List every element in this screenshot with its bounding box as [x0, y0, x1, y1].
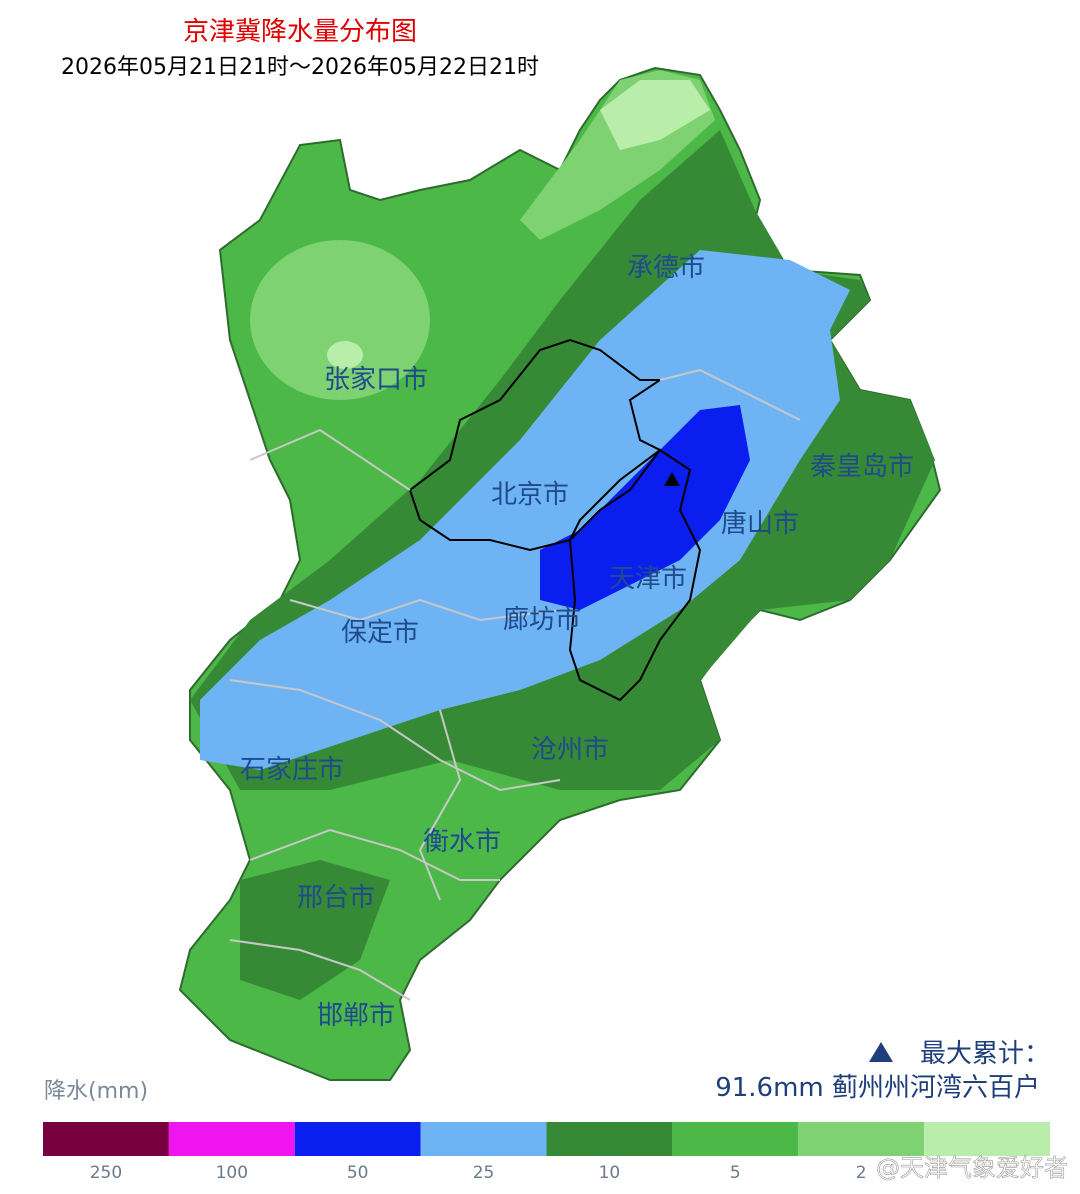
legend-label: 100	[216, 1163, 248, 1183]
legend-label: 2	[856, 1163, 867, 1183]
city-label: 天津市	[609, 564, 687, 594]
legend-title: 降水(mm)	[44, 1079, 148, 1104]
city-label: 衡水市	[423, 827, 501, 857]
light-zone	[250, 240, 430, 400]
boundary-beijing	[409, 338, 664, 552]
legend-label: 50	[347, 1163, 369, 1183]
legend-swatch	[420, 1122, 547, 1156]
city-label: 秦皇岛市	[810, 452, 914, 482]
city-label: 唐山市	[721, 509, 799, 539]
city-label: 邢台市	[297, 883, 375, 913]
legend-label: 250	[90, 1163, 122, 1183]
subtitle: 2026年05月21日21时～2026年05月22日21时	[61, 55, 539, 80]
city-label: 邯郸市	[317, 1001, 395, 1031]
city-label: 承德市	[627, 253, 705, 283]
zone-25mm	[200, 250, 850, 770]
city-label: 北京市	[491, 480, 569, 510]
legend-swatch	[294, 1122, 421, 1156]
city-labels: 承德市 张家口市 北京市 秦皇岛市 唐山市 天津市 廊坊市 保定市 沧州市 石家…	[240, 253, 914, 1031]
legend-label: 10	[599, 1163, 621, 1183]
lightest-zone	[600, 80, 710, 150]
watermark: @天津气象爱好者	[876, 1154, 1068, 1182]
legend: 250 100 50 25 10 5 2	[43, 1122, 1050, 1183]
legend-swatch	[672, 1122, 799, 1156]
city-label: 石家庄市	[240, 755, 344, 785]
legend-swatch	[43, 1122, 169, 1156]
title: 京津冀降水量分布图	[183, 17, 417, 47]
legend-swatch	[924, 1122, 1050, 1156]
legend-label: 5	[730, 1163, 741, 1183]
county-boundaries	[229, 368, 801, 1001]
lightest-zone	[327, 341, 363, 369]
annotation-marker	[869, 1042, 893, 1062]
legend-swatch	[168, 1122, 295, 1156]
city-label: 保定市	[341, 618, 419, 648]
annotation-title: 最大累计：	[920, 1039, 1050, 1069]
dark-zone	[240, 860, 390, 1000]
legend-label: 25	[473, 1163, 495, 1183]
city-label: 沧州市	[531, 735, 609, 765]
zone-50mm	[540, 405, 750, 610]
city-label: 廊坊市	[503, 605, 581, 635]
precipitation-map	[178, 66, 942, 1081]
annotation-detail: 91.6mm 蓟州州河湾六百户	[715, 1073, 1040, 1103]
max-marker	[664, 472, 680, 486]
boundary-tianjin	[568, 448, 702, 702]
legend-swatch	[798, 1122, 925, 1156]
city-label: 张家口市	[324, 365, 428, 395]
legend-swatch	[546, 1122, 673, 1156]
